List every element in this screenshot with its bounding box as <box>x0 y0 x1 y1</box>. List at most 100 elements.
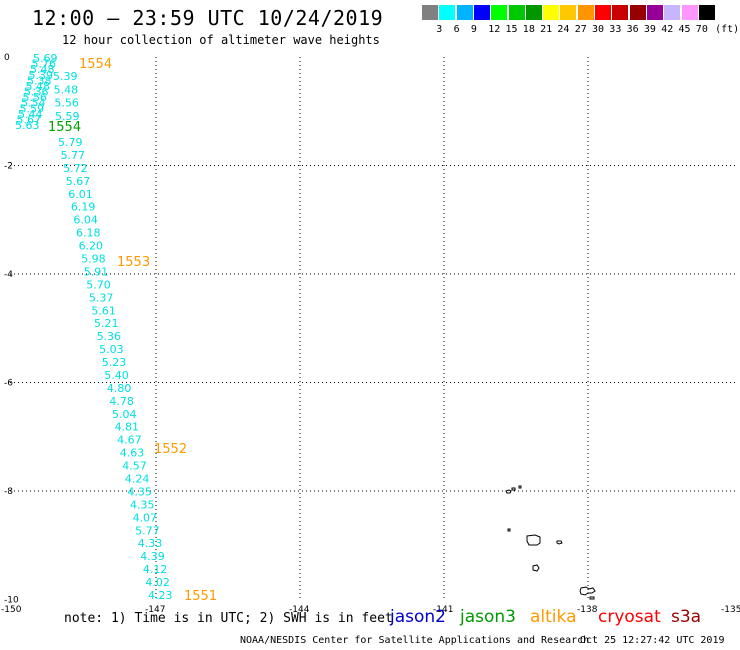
swh-value-label: 5.79 <box>58 136 83 149</box>
legend-swatch <box>681 5 698 20</box>
swh-value-label: 5.40 <box>104 369 128 382</box>
swh-value-label: 5.39 <box>29 69 54 82</box>
x-tick-label: -138 <box>577 605 598 615</box>
legend-label: 39 <box>643 24 656 35</box>
x-tick-label: -135 <box>721 605 740 615</box>
swh-value-label: 6.19 <box>71 201 96 214</box>
swh-value-label: 5.03 <box>99 343 124 356</box>
swh-value-label: 4.63 <box>120 447 145 460</box>
map-subtitle: 12 hour collection of altimeter wave hei… <box>62 33 380 47</box>
swh-value-label: 5.63 <box>15 119 40 132</box>
x-tick-label: -150 <box>1 605 22 615</box>
legend-label: 15 <box>505 24 518 35</box>
legend-swatch <box>491 5 508 20</box>
legend-label: 30 <box>592 24 605 35</box>
island-outline <box>505 489 512 494</box>
legend-swatch <box>560 5 577 20</box>
swh-value-label: 5.23 <box>102 356 127 369</box>
swh-value-label: 5.77 <box>135 524 160 537</box>
swh-value-label: 5.21 <box>94 317 119 330</box>
legend-swatch <box>664 5 681 20</box>
legend-label: 3 <box>436 24 443 35</box>
swh-value-label: 4.33 <box>138 537 163 550</box>
legend-swatch <box>439 5 456 20</box>
footnote: note: 1) Time is in UTC; 2) SWH is in fe… <box>64 611 393 626</box>
satellite-label-jason3: jason3 <box>460 607 516 627</box>
swh-value-label: 5.98 <box>81 252 106 265</box>
y-tick-label: -2 <box>4 162 13 172</box>
legend-swatch <box>525 5 542 20</box>
legend-swatch <box>646 5 663 20</box>
pass-time-label: 1551 <box>184 589 217 604</box>
legend-label: 18 <box>522 24 535 35</box>
swh-value-label: 6.18 <box>76 227 101 240</box>
swh-value-label: 4.02 <box>145 576 170 589</box>
island-outline <box>556 540 563 545</box>
swh-value-label: 4.67 <box>117 434 141 447</box>
island-outline <box>579 586 596 596</box>
swh-value-label: 6.20 <box>79 240 104 253</box>
swh-value-label: 5.91 <box>84 265 109 278</box>
swh-value-label: 5.44 <box>18 108 43 121</box>
map-title: 12:00 — 23:59 UTC 10/24/2019 <box>32 6 384 30</box>
legend-label: 12 <box>488 24 501 35</box>
swh-value-label: 5.69 <box>33 52 58 65</box>
legend-swatch <box>543 5 560 20</box>
legend-swatch <box>577 5 594 20</box>
swh-value-label: 4.23 <box>148 589 173 602</box>
island-outline <box>507 528 511 532</box>
swh-value-label: 6.01 <box>68 188 93 201</box>
satellite-label-cryosat: cryosat <box>598 607 661 627</box>
legend-label: 27 <box>574 24 587 35</box>
swh-value-label: 5.59 <box>20 102 45 115</box>
swh-value-label: 5.72 <box>63 162 87 175</box>
swh-value-label: 5.38 <box>27 74 52 87</box>
y-tick-label: -4 <box>4 270 13 280</box>
legend-label: 9 <box>470 24 477 35</box>
swh-value-label: 5.77 <box>61 149 85 162</box>
swh-value-label: 5.56 <box>54 97 78 110</box>
swh-value-label: 4.35 <box>130 498 155 511</box>
pass-time-label: 1554 <box>79 57 112 72</box>
swh-value-label: 4.35 <box>127 485 152 498</box>
legend-swatch <box>508 5 525 20</box>
legend-label: 21 <box>540 24 553 35</box>
legend-label: 70 <box>695 24 708 35</box>
swh-value-label: 5.48 <box>26 80 51 93</box>
swh-value-label: 6.04 <box>73 214 98 227</box>
island-outline <box>511 487 516 491</box>
swh-value-label: 4.39 <box>140 550 165 563</box>
swh-value-label: 4.12 <box>143 563 168 576</box>
legend-swatch <box>698 5 715 20</box>
credit-line: NOAA/NESDIS Center for Satellite Applica… <box>240 635 590 646</box>
legend-label: 42 <box>661 24 674 35</box>
legend-label: (ft) <box>715 24 740 35</box>
y-tick-label: -10 <box>4 596 19 606</box>
swh-value-label: 5.36 <box>24 86 49 99</box>
swh-value-label: 5.04 <box>112 408 137 421</box>
legend-swatch <box>595 5 611 20</box>
swh-value-label: 4.07 <box>133 511 158 524</box>
swh-value-label: 5.37 <box>89 291 114 304</box>
legend-label: 6 <box>453 24 460 35</box>
swh-value-label: 5.48 <box>54 83 79 96</box>
legend-swatch <box>473 5 490 20</box>
legend-swatch <box>456 5 473 20</box>
island-outline <box>532 564 540 572</box>
pass-time-label: 1553 <box>117 255 150 270</box>
swh-value-label: 4.81 <box>115 421 140 434</box>
swh-value-label: 4.80 <box>107 382 132 395</box>
swh-value-label: 5.67 <box>66 175 91 188</box>
island-outline <box>526 534 541 546</box>
y-tick-label: -8 <box>4 487 13 497</box>
swh-value-label: 5.67 <box>17 113 42 126</box>
legend-label: 24 <box>557 24 570 35</box>
pass-time-label: 1554 <box>48 120 81 135</box>
y-tick-label: 0 <box>4 53 10 63</box>
swh-value-label: 5.56 <box>23 91 48 104</box>
swh-value-label: 4.24 <box>125 473 150 486</box>
legend-label: 36 <box>626 24 639 35</box>
swh-value-label: 5.39 <box>53 70 78 83</box>
pass-time-label: 1552 <box>154 442 187 457</box>
